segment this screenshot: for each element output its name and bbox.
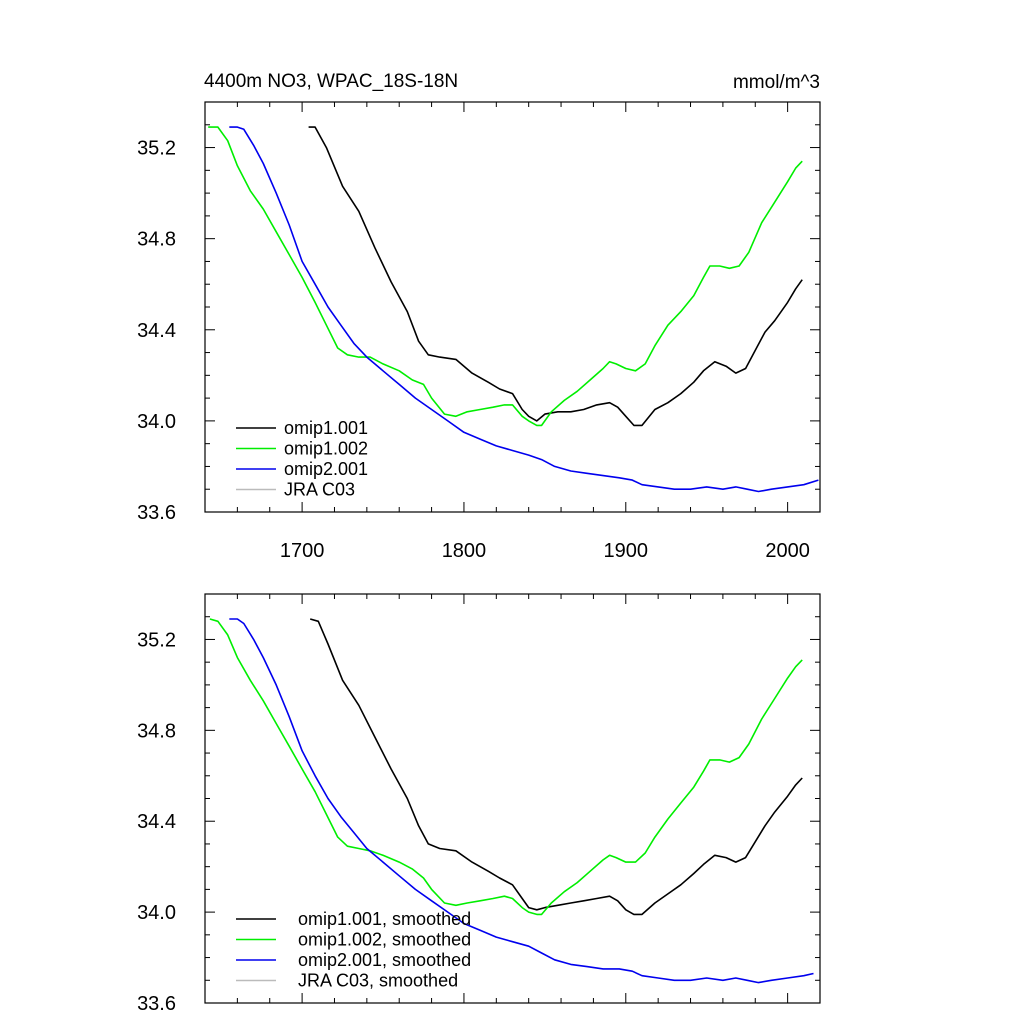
legend-label: JRA C03	[284, 480, 355, 500]
series-line-omip1-001	[308, 126, 803, 427]
y-tick-label: 33.6	[137, 993, 176, 1015]
y-tick-label: 35.2	[137, 138, 176, 160]
series-line-omip2-001	[229, 126, 819, 493]
chart-panels: 33.6 34.0 34.4 34.8 35.2 1700 1800 1900 2000 omip…	[137, 101, 821, 1015]
legend-label: omip1.002	[284, 439, 368, 459]
legend-label: omip1.002, smoothed	[298, 930, 471, 950]
y-tick-label: 34.8	[137, 720, 176, 742]
series-line-omip2-001-smoothed	[229, 618, 814, 984]
y-tick-label: 33.6	[137, 502, 176, 524]
legend-label: omip1.001	[284, 418, 368, 438]
legend-label: omip1.001, smoothed	[298, 909, 471, 929]
series-line-omip1-002	[208, 126, 803, 427]
y-tick-label: 34.0	[137, 902, 176, 924]
x-tick-label: 1700	[280, 540, 325, 562]
x-tick-label: 1900	[604, 540, 649, 562]
x-tick-label: 1800	[442, 540, 487, 562]
legend-label: omip2.001	[284, 459, 368, 479]
y-tick-label: 35.2	[137, 629, 176, 651]
chart-panel-1: 33.6 34.0 34.4 34.8 35.2 1700 1800 1900 2000 omip…	[137, 101, 821, 562]
figure-title: 4400m NO3, WPAC_18S-18N	[204, 71, 458, 92]
x-tick-label: 2000	[765, 540, 810, 562]
legend-label: JRA C03, smoothed	[298, 971, 458, 991]
y-tick-label: 34.8	[137, 229, 176, 251]
series-line-omip1-001-smoothed	[309, 618, 803, 916]
y-tick-label: 34.0	[137, 411, 176, 433]
figure-units: mmol/m^3	[733, 72, 820, 93]
y-tick-label: 34.4	[137, 811, 176, 833]
series-line-omip1-002-smoothed	[209, 618, 803, 916]
legend-label: omip2.001, smoothed	[298, 950, 471, 970]
y-tick-label: 34.4	[137, 320, 176, 342]
